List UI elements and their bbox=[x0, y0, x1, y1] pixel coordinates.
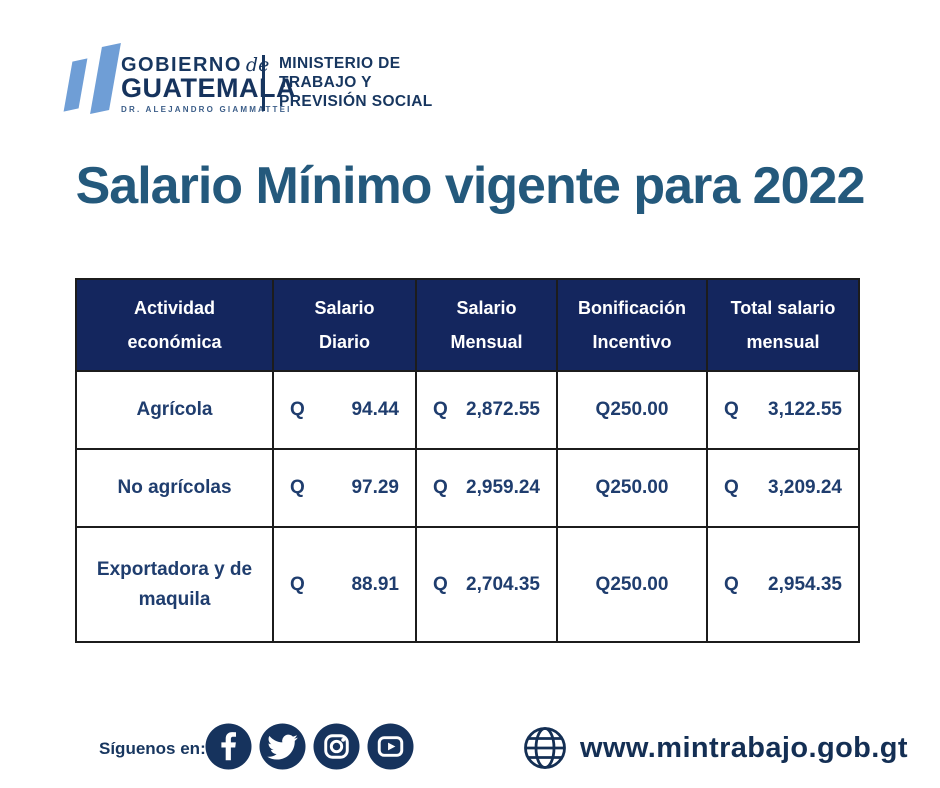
amount: 2,704.35 bbox=[466, 573, 540, 595]
guatemala-word: GUATEMALA bbox=[121, 73, 296, 103]
page-title: Salario Mínimo vigente para 2022 bbox=[75, 157, 866, 215]
cell-bonus: Q250.00 bbox=[556, 448, 708, 528]
instagram-icon[interactable] bbox=[313, 723, 360, 770]
logo-divider bbox=[262, 55, 265, 111]
cell-activity: Agrícola bbox=[75, 370, 274, 450]
gobierno-subtitle: DR. ALEJANDRO GIAMMATTEI bbox=[121, 105, 292, 114]
currency-symbol: Q bbox=[433, 477, 448, 498]
cell-bonus: Q250.00 bbox=[556, 370, 708, 450]
currency-symbol: Q bbox=[290, 477, 305, 498]
amount: Q250.00 bbox=[595, 399, 669, 420]
gobierno-logo: GOBIERNO de GUATEMALA DR. ALEJANDRO GIAMM… bbox=[121, 55, 296, 114]
amount: 2,959.24 bbox=[466, 477, 540, 498]
amount: 94.44 bbox=[351, 399, 399, 420]
amount: 88.91 bbox=[351, 573, 399, 595]
table-row: Exportadora y de maquila Q 88.91 Q 2,704.3… bbox=[75, 526, 860, 643]
amount: Q250.00 bbox=[595, 573, 669, 595]
table-row: Agrícola Q 94.44 Q 2,872.55 Q250.00 Q 3,122… bbox=[75, 370, 860, 450]
ministry-line-2: TRABAJO Y bbox=[279, 74, 372, 91]
amount: 3,209.24 bbox=[768, 477, 842, 498]
youtube-icon[interactable] bbox=[367, 723, 414, 770]
ministry-line-3: PREVISIÓN SOCIAL bbox=[279, 93, 433, 110]
currency-symbol: Q bbox=[724, 573, 739, 595]
cell-daily-wage: Q 94.44 bbox=[272, 370, 417, 450]
currency-symbol: Q bbox=[433, 399, 448, 420]
cell-activity: No agrícolas bbox=[75, 448, 274, 528]
header-actividad-economica: Actividad económica bbox=[75, 278, 274, 372]
amount: 2,954.35 bbox=[768, 573, 842, 595]
header-total-salario-mensual: Total salario mensual bbox=[706, 278, 860, 372]
cell-daily-wage: Q 97.29 bbox=[272, 448, 417, 528]
logo-bar-right bbox=[90, 42, 121, 115]
twitter-icon[interactable] bbox=[259, 723, 306, 770]
amount: 2,872.55 bbox=[466, 399, 540, 420]
currency-symbol: Q bbox=[724, 399, 739, 420]
website-url[interactable]: www.mintrabajo.gob.gt bbox=[580, 732, 908, 764]
currency-symbol: Q bbox=[433, 573, 448, 595]
globe-icon bbox=[524, 727, 566, 769]
amount: Q250.00 bbox=[595, 477, 669, 498]
salary-table: Actividad económica Salario Diario Salar… bbox=[75, 278, 860, 643]
header-bonificacion-incentivo: Bonificación Incentivo bbox=[556, 278, 708, 372]
table-header-row: Actividad económica Salario Diario Salar… bbox=[75, 278, 860, 372]
amount: 97.29 bbox=[351, 477, 399, 498]
cell-bonus: Q250.00 bbox=[556, 526, 708, 643]
cell-total: Q 2,954.35 bbox=[706, 526, 860, 643]
amount: 3,122.55 bbox=[768, 399, 842, 420]
gobierno-word: GOBIERNO bbox=[121, 54, 242, 76]
facebook-icon[interactable] bbox=[205, 723, 252, 770]
follow-us-label: Síguenos en: bbox=[99, 739, 206, 758]
cell-monthly-wage: Q 2,959.24 bbox=[415, 448, 558, 528]
ministry-name: MINISTERIO DE TRABAJO Y PREVISIÓN SOCIAL bbox=[279, 54, 433, 111]
cell-monthly-wage: Q 2,872.55 bbox=[415, 370, 558, 450]
social-icons bbox=[205, 723, 414, 770]
header-salario-diario: Salario Diario bbox=[272, 278, 417, 372]
cell-daily-wage: Q 88.91 bbox=[272, 526, 417, 643]
currency-symbol: Q bbox=[290, 399, 305, 420]
header-salario-mensual: Salario Mensual bbox=[415, 278, 558, 372]
ministry-line-1: MINISTERIO DE bbox=[279, 55, 401, 72]
cell-total: Q 3,209.24 bbox=[706, 448, 860, 528]
currency-symbol: Q bbox=[290, 573, 305, 595]
cell-total: Q 3,122.55 bbox=[706, 370, 860, 450]
currency-symbol: Q bbox=[724, 477, 739, 498]
cell-activity: Exportadora y de maquila bbox=[75, 526, 274, 643]
table-row: No agrícolas Q 97.29 Q 2,959.24 Q250.00 Q 3… bbox=[75, 448, 860, 528]
footer: Síguenos en: bbox=[0, 700, 940, 788]
logo-bar-left bbox=[63, 58, 88, 112]
brand-header: GOBIERNO de GUATEMALA DR. ALEJANDRO GIAMM… bbox=[0, 0, 940, 140]
cell-monthly-wage: Q 2,704.35 bbox=[415, 526, 558, 643]
